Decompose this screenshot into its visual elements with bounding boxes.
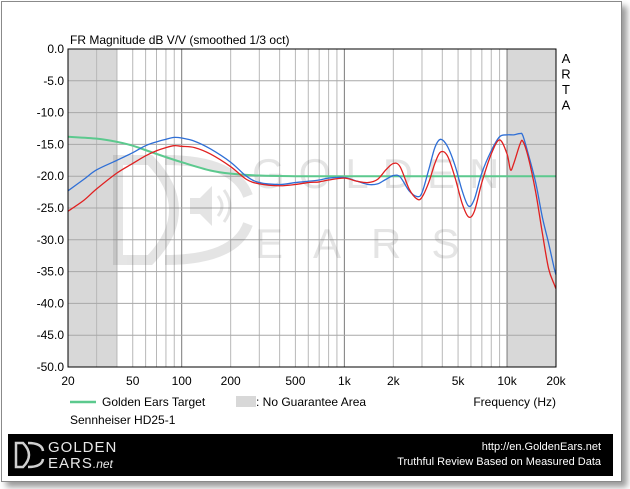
- watermark-line2: EARS: [255, 220, 489, 267]
- y-tick-label-4: -20.0: [37, 169, 65, 183]
- x-tick-label-7: 5k: [452, 374, 466, 388]
- series-line-0: [68, 132, 556, 275]
- x-tick-label-1: 50: [126, 374, 140, 388]
- side-letter-0: A: [562, 51, 571, 66]
- y-tick-labels: 0.0 -5.0 -10.0 -15.0 -20.0 -25.0 -30.0 -35.0 -40…: [37, 42, 65, 374]
- plot-border: [67, 48, 557, 368]
- chart-title: FR Magnitude dB V/V (smoothed 1/3 oct): [70, 33, 289, 47]
- y-tick-label-1: -5.0: [43, 74, 64, 88]
- y-tick-label-2: -10.0: [37, 106, 65, 120]
- x-tick-label-5: 1k: [338, 374, 352, 388]
- speaker-icon: [190, 186, 212, 226]
- chart: GOLDEN EARS 20 50 100 200 500 1k 2k 5k 10k 20k 0.…: [37, 33, 571, 427]
- logo-text-net: .net: [92, 457, 113, 471]
- series-layer: [68, 132, 556, 290]
- watermark: GOLDEN EARS: [113, 150, 499, 267]
- tagline: Truthful Review Based on Measured Data: [397, 456, 601, 468]
- golden-ears-logo-icon: [14, 441, 45, 469]
- gridlines: [68, 48, 556, 368]
- x-tick-label-2: 100: [172, 374, 192, 388]
- x-axis-label: Frequency (Hz): [473, 395, 556, 409]
- side-letter-2: T: [562, 82, 570, 97]
- logo-text-golden: GOLDEN: [48, 439, 118, 456]
- y-tick-label-3: -15.0: [37, 137, 65, 151]
- x-tick-label-9: 20k: [546, 374, 566, 388]
- y-tick-label-5: -25.0: [37, 201, 65, 215]
- footer-bar: GOLDEN EARS.net http://en.GoldenEars.net…: [8, 434, 613, 476]
- y-tick-label-6: -30.0: [37, 233, 65, 247]
- side-letter-3: A: [562, 98, 571, 113]
- logo-text-ears: EARS.net: [48, 455, 113, 472]
- x-tick-label-0: 20: [61, 374, 75, 388]
- y-tick-label-7: -35.0: [37, 265, 65, 279]
- y-tick-label-8: -40.0: [37, 296, 65, 310]
- series-line-2: [68, 135, 556, 178]
- series-line-1: [68, 139, 556, 290]
- sound-wave-icon: [216, 189, 232, 223]
- legend-no-guarantee-label: : No Guarantee Area: [256, 395, 366, 409]
- legend-no-guarantee-swatch: [236, 396, 256, 407]
- legend: Golden Ears Target : No Guarantee Area: [70, 395, 366, 409]
- site-url[interactable]: http://en.GoldenEars.net: [481, 441, 601, 453]
- y-tick-label-9: -45.0: [37, 328, 65, 342]
- y-tick-label-0: 0.0: [47, 42, 64, 56]
- y-tick-label-10: -50.0: [37, 360, 65, 374]
- x-tick-labels: 20 50 100 200 500 1k 2k 5k 10k 20k: [61, 374, 566, 388]
- x-tick-label-8: 10k: [497, 374, 517, 388]
- x-tick-label-4: 500: [285, 374, 305, 388]
- legend-target-label: Golden Ears Target: [102, 395, 206, 409]
- x-tick-label-6: 2k: [387, 374, 401, 388]
- logo-text-ears-word: EARS: [48, 455, 93, 472]
- x-tick-label-3: 200: [221, 374, 241, 388]
- side-letter-1: R: [561, 67, 570, 82]
- product-name: Sennheiser HD25-1: [70, 413, 176, 427]
